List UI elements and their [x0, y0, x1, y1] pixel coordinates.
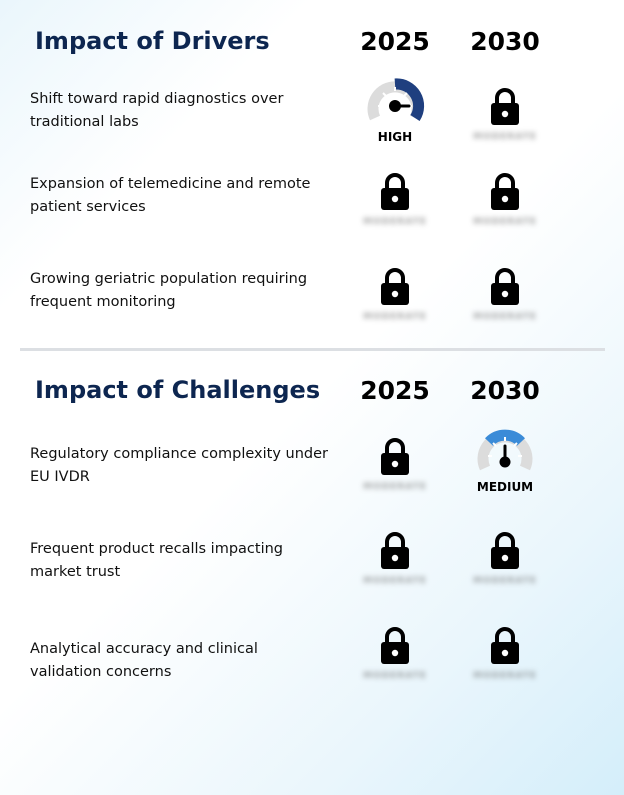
challenge-row-label: Frequent product recalls impacting marke…: [30, 541, 283, 580]
lock-icon: [381, 438, 409, 475]
challenges-title: Impact of Challenges: [35, 376, 321, 404]
cell-2030[interactable]: MODERATE: [460, 268, 550, 348]
lock-icon: [491, 173, 519, 210]
locked-value: MODERATE: [363, 576, 427, 586]
challenge-row-1: Regulatory compliance complexity under E…: [0, 429, 624, 533]
gauge-label: HIGH: [377, 130, 413, 144]
cell-2030[interactable]: MODERATE: [460, 173, 550, 253]
lock-icon: [381, 173, 409, 210]
locked-value: MODERATE: [363, 482, 427, 492]
cell-2030[interactable]: MODERATE: [460, 532, 550, 612]
locked-value: MODERATE: [363, 312, 427, 322]
lock-icon: [491, 532, 519, 569]
challenge-row-label: Regulatory compliance complexity under E…: [30, 446, 328, 485]
challenge-row-2: Frequent product recalls impacting marke…: [0, 532, 624, 628]
lock-icon: [381, 532, 409, 569]
cell-2030[interactable]: MODERATE: [460, 88, 550, 168]
challenge-row-label: Analytical accuracy and clinical validat…: [30, 641, 258, 680]
locked-value: MODERATE: [473, 576, 537, 586]
drivers-year-2030: 2030: [470, 27, 540, 56]
cell-2030[interactable]: MEDIUM: [460, 429, 550, 518]
locked-value: MODERATE: [473, 132, 537, 142]
driver-row-1: Shift toward rapid diagnostics over trad…: [0, 78, 624, 178]
cell-2030[interactable]: MODERATE: [460, 627, 550, 707]
cell-2025[interactable]: MODERATE: [350, 627, 440, 707]
lock-icon: [381, 268, 409, 305]
lock-icon: [491, 627, 519, 664]
driver-row-label: Expansion of telemedicine and remote pat…: [30, 176, 311, 215]
drivers-title: Impact of Drivers: [35, 27, 270, 55]
locked-value: MODERATE: [473, 312, 537, 322]
cell-2025[interactable]: HIGH: [350, 78, 440, 168]
gauge-icon: [477, 429, 533, 471]
gauge-icon: [367, 78, 425, 122]
cell-2025[interactable]: MODERATE: [350, 532, 440, 612]
locked-value: MODERATE: [363, 671, 427, 681]
locked-value: MODERATE: [473, 671, 537, 681]
challenges-year-2030: 2030: [470, 376, 540, 405]
challenges-year-2025: 2025: [360, 376, 430, 405]
locked-value: MODERATE: [473, 217, 537, 227]
lock-icon: [491, 88, 519, 125]
driver-row-3: Growing geriatric population requiring f…: [0, 268, 624, 358]
lock-icon: [491, 268, 519, 305]
driver-row-2: Expansion of telemedicine and remote pat…: [0, 173, 624, 263]
driver-row-label: Growing geriatric population requiring f…: [30, 271, 308, 310]
cell-2025[interactable]: MODERATE: [350, 173, 440, 253]
cell-2025[interactable]: MODERATE: [350, 268, 440, 348]
lock-icon: [381, 627, 409, 664]
locked-value: MODERATE: [363, 217, 427, 227]
section-divider: [20, 348, 605, 351]
challenge-row-3: Analytical accuracy and clinical validat…: [0, 627, 624, 728]
drivers-year-2025: 2025: [360, 27, 430, 56]
cell-2025[interactable]: MODERATE: [350, 438, 440, 518]
gauge-label: MEDIUM: [476, 480, 534, 494]
driver-row-label: Shift toward rapid diagnostics over trad…: [30, 91, 284, 130]
